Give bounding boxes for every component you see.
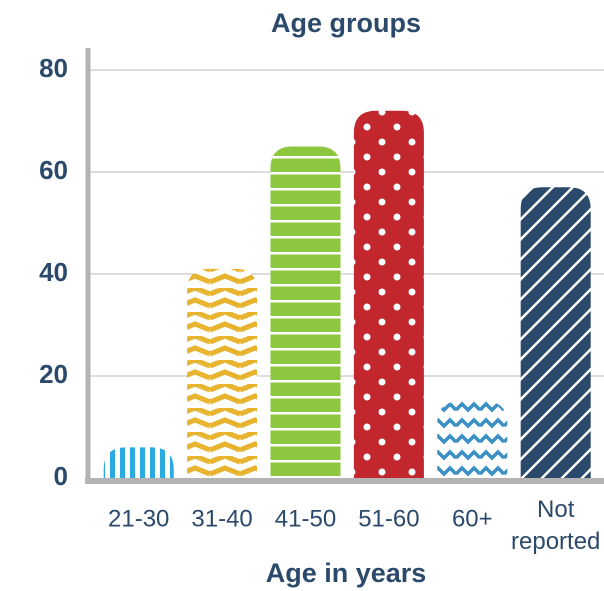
bar xyxy=(187,268,258,478)
bar xyxy=(270,146,341,478)
y-tick-label: 20 xyxy=(39,359,68,389)
bar xyxy=(520,187,591,479)
x-tick-label: Not reported xyxy=(511,496,600,555)
chart-title: Age groups xyxy=(271,8,421,38)
x-axis-label: Age in years xyxy=(266,558,427,588)
y-tick-label: 80 xyxy=(39,53,68,83)
y-tick-label: 40 xyxy=(39,257,68,287)
x-tick-label: 60+ xyxy=(452,505,493,532)
y-tick-label: 60 xyxy=(39,155,68,185)
bar xyxy=(103,447,174,478)
y-tick-label: 0 xyxy=(54,461,68,491)
bar xyxy=(353,110,424,479)
x-tick-label: 41-50 xyxy=(275,505,336,532)
bar xyxy=(437,401,508,478)
x-tick-label: 51-60 xyxy=(358,505,419,532)
x-tick-label: 21-30 xyxy=(108,505,169,532)
x-tick-label: 31-40 xyxy=(191,505,252,532)
